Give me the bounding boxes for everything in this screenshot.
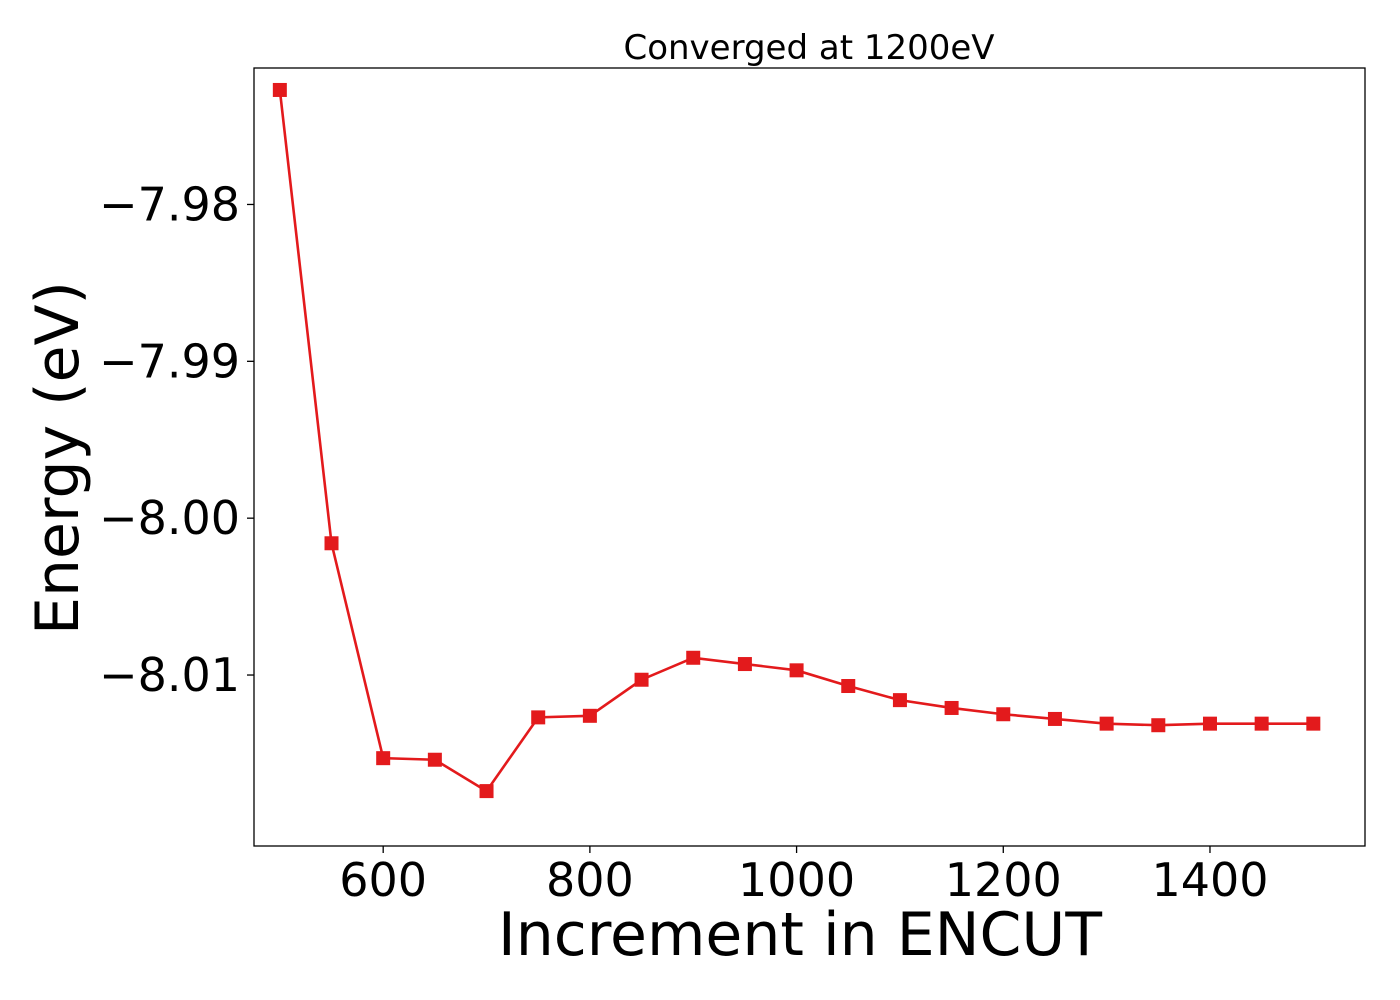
y-tick-label: −8.00 <box>99 491 240 545</box>
data-point <box>1306 716 1321 731</box>
data-point <box>737 657 752 672</box>
data-point <box>427 752 442 767</box>
x-tick-label: 1000 <box>738 853 855 907</box>
data-point <box>272 82 287 97</box>
data-point <box>324 536 339 551</box>
chart-title: Converged at 1200eV <box>623 28 994 68</box>
data-point <box>1151 718 1166 733</box>
data-point <box>1254 716 1269 731</box>
data-point <box>841 679 856 694</box>
y-tick-label: −7.98 <box>99 177 240 231</box>
data-point <box>376 751 391 766</box>
data-point <box>1099 716 1114 731</box>
y-axis: −7.98 −7.99 −8.00 −8.01 <box>99 177 254 702</box>
data-point <box>634 672 649 687</box>
x-tick-label: 600 <box>339 853 427 907</box>
data-point <box>479 784 494 799</box>
series-line <box>278 89 1314 793</box>
data-point <box>1047 711 1062 726</box>
x-axis: 600 800 1000 1200 1400 <box>339 846 1269 907</box>
y-tick-label: −8.01 <box>99 648 240 702</box>
x-tick-label: 1200 <box>945 853 1062 907</box>
data-point <box>531 710 546 725</box>
x-tick-label: 800 <box>546 853 634 907</box>
x-tick-label: 1400 <box>1151 853 1268 907</box>
data-point <box>996 707 1011 722</box>
y-tick-label: −7.99 <box>99 334 240 388</box>
data-point <box>789 663 804 678</box>
y-axis-label: Energy (eV) <box>23 281 93 635</box>
data-point <box>686 650 701 665</box>
data-point <box>944 700 959 715</box>
data-point <box>582 708 597 723</box>
series-markers <box>272 82 1321 799</box>
x-axis-label: Increment in ENCUT <box>498 900 1102 970</box>
data-point <box>1202 716 1217 731</box>
plot-area-frame <box>253 67 1366 847</box>
data-point <box>892 693 907 708</box>
